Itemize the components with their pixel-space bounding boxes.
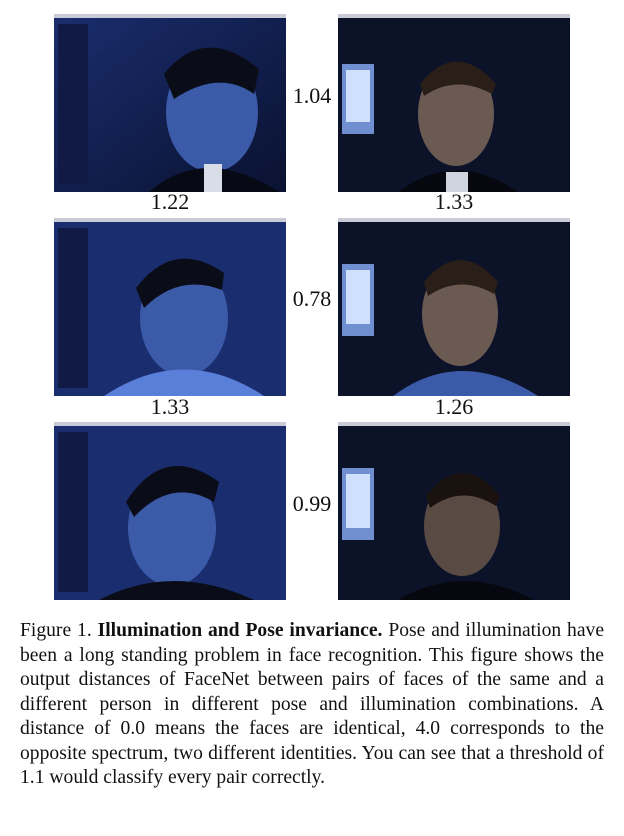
face-photo-illustration (54, 422, 286, 600)
face-photo-illustration (54, 14, 286, 192)
figure-face-pairs: 1.04 1.22 1.33 0.78 (54, 14, 570, 600)
distance-cross-person-right-row2: 1.26 (434, 394, 474, 419)
face-photo-person-c-frontal-side-light (338, 422, 570, 600)
distance-cross-person-left-row2: 1.33 (150, 394, 190, 419)
figure-caption: Figure 1. Illumination and Pose invarian… (20, 619, 604, 791)
face-photo-illustration (338, 422, 570, 600)
face-photo-person-b-profile-blue-light (54, 218, 286, 396)
face-photo-person-a-frontal-side-light (338, 14, 570, 192)
face-photo-illustration (338, 14, 570, 192)
figure-title: Illumination and Pose invariance. (97, 620, 383, 641)
distance-cross-person-left-row1: 1.22 (150, 189, 190, 214)
distance-same-person-row1: 1.04 (292, 83, 332, 108)
distance-same-person-row3: 0.99 (292, 491, 332, 516)
face-photo-illustration (338, 218, 570, 396)
face-photo-person-a-profile-blue-light (54, 14, 286, 192)
distance-cross-person-right-row1: 1.33 (434, 189, 474, 214)
face-photo-person-b-frontal-side-light (338, 218, 570, 396)
face-photo-person-c-profile-blue-light (54, 422, 286, 600)
figure-label: Figure 1. (20, 620, 92, 641)
distance-same-person-row2: 0.78 (292, 286, 332, 311)
figure-caption-body: Pose and illumination have been a long s… (20, 620, 605, 788)
face-photo-illustration (54, 218, 286, 396)
